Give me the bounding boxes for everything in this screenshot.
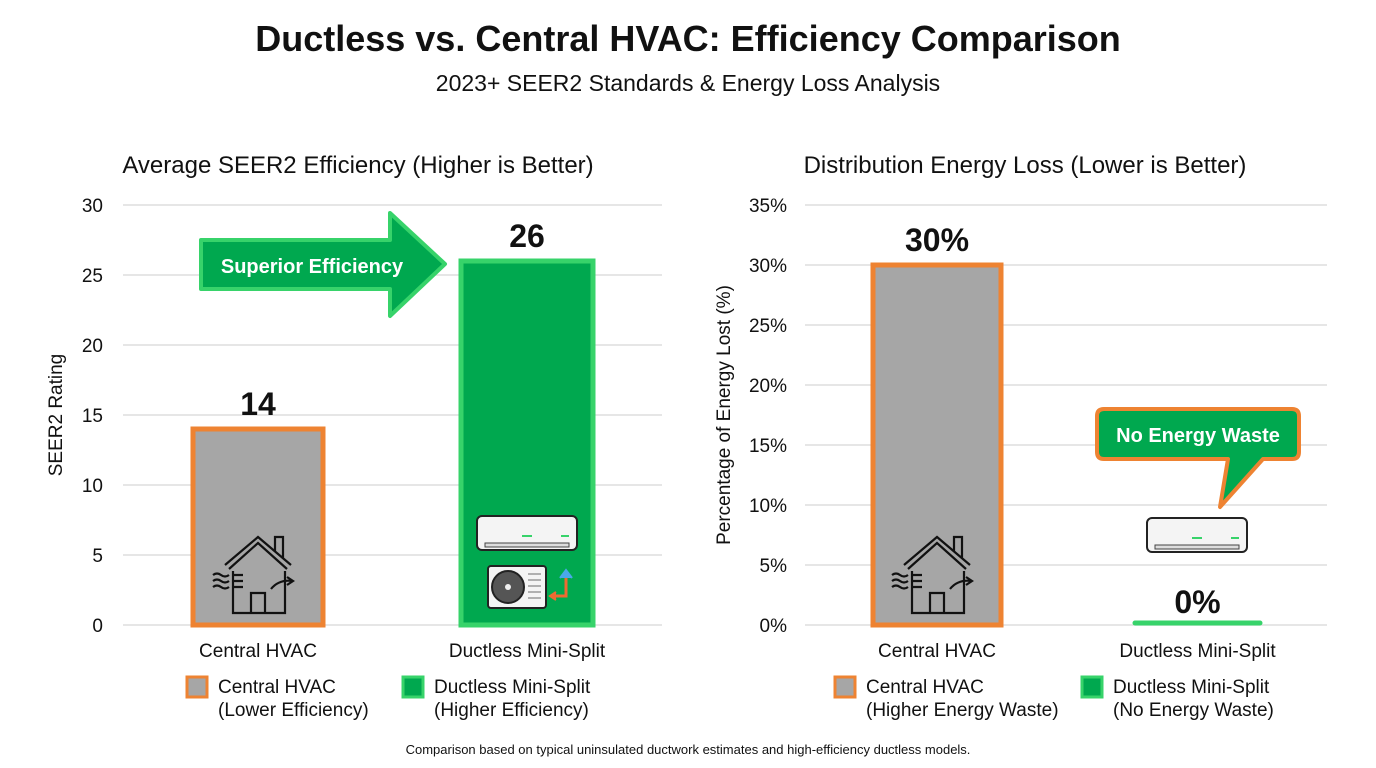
legend-sublabel: (Higher Efficiency)	[434, 700, 589, 721]
legend-item-ductless-mini-split: Ductless Mini-Split(No Energy Waste)	[1080, 675, 1274, 721]
y-tick-label: 15%	[749, 436, 787, 457]
x-tick-label: Ductless Mini-Split	[449, 641, 606, 662]
annotation-label: Superior Efficiency	[221, 256, 404, 278]
bar-central-hvac	[870, 262, 1004, 628]
legend-swatch	[833, 675, 857, 699]
x-tick-label: Central HVAC	[199, 641, 317, 662]
legend-sublabel: (Higher Energy Waste)	[866, 700, 1059, 721]
data-label: 0%	[1174, 584, 1220, 620]
legend-swatch	[185, 675, 209, 699]
footnote: Comparison based on typical uninsulated …	[405, 742, 971, 757]
y-tick-label: 15	[82, 406, 103, 427]
x-tick-label: Ductless Mini-Split	[1119, 641, 1276, 662]
chart-1: Average SEER2 Efficiency (Higher is Bett…	[46, 152, 662, 721]
y-tick-label: 0%	[760, 616, 788, 637]
mini-split-indoor-icon	[1146, 517, 1248, 553]
legend-label: Central HVAC	[218, 677, 336, 698]
data-label: 30%	[905, 222, 969, 258]
superior-efficiency-arrow: Superior Efficiency	[199, 211, 447, 318]
mini-split-indoor-icon	[476, 515, 578, 551]
legend-label: Central HVAC	[866, 677, 984, 698]
y-tick-label: 5	[92, 546, 103, 567]
y-tick-label: 25%	[749, 316, 787, 337]
y-tick-label: 35%	[749, 196, 787, 217]
legend-sublabel: (No Energy Waste)	[1113, 700, 1274, 721]
y-tick-label: 30%	[749, 256, 787, 277]
y-tick-label: 30	[82, 196, 103, 217]
chart-title: Average SEER2 Efficiency (Higher is Bett…	[122, 152, 593, 179]
page-title: Ductless vs. Central HVAC: Efficiency Co…	[255, 18, 1121, 59]
chart-2: Distribution Energy Loss (Lower is Bette…	[714, 152, 1327, 721]
y-axis-label: Percentage of Energy Lost (%)	[714, 285, 735, 545]
legend-swatch	[1080, 675, 1104, 699]
y-axis-label: SEER2 Rating	[46, 354, 67, 477]
chart-title: Distribution Energy Loss (Lower is Bette…	[804, 152, 1247, 179]
y-tick-label: 20	[82, 336, 103, 357]
no-energy-waste-callout: No Energy Waste	[1095, 407, 1301, 509]
y-tick-label: 0	[92, 616, 103, 637]
outdoor-condenser-icon	[487, 565, 573, 609]
data-label: 14	[240, 386, 276, 422]
legend-item-central-hvac: Central HVAC(Higher Energy Waste)	[833, 675, 1059, 721]
x-tick-label: Central HVAC	[878, 641, 996, 662]
page-subtitle: 2023+ SEER2 Standards & Energy Loss Anal…	[435, 70, 941, 96]
y-tick-label: 25	[82, 266, 103, 287]
house-heat-loss-icon	[212, 535, 295, 615]
bar-central-hvac	[190, 426, 326, 628]
y-tick-label: 5%	[760, 556, 788, 577]
y-tick-label: 10%	[749, 496, 787, 517]
y-tick-label: 20%	[749, 376, 787, 397]
bar-ductless-mini-split	[458, 258, 596, 628]
legend-sublabel: (Lower Efficiency)	[218, 700, 369, 721]
data-label: 26	[509, 218, 545, 254]
legend-item-central-hvac: Central HVAC(Lower Efficiency)	[185, 675, 369, 721]
legend-label: Ductless Mini-Split	[1113, 677, 1270, 698]
house-heat-loss-icon	[891, 535, 974, 615]
annotation-label: No Energy Waste	[1116, 425, 1280, 447]
legend-item-ductless-mini-split: Ductless Mini-Split(Higher Efficiency)	[401, 675, 591, 721]
legend-swatch	[401, 675, 425, 699]
y-tick-label: 10	[82, 476, 103, 497]
legend-label: Ductless Mini-Split	[434, 677, 591, 698]
